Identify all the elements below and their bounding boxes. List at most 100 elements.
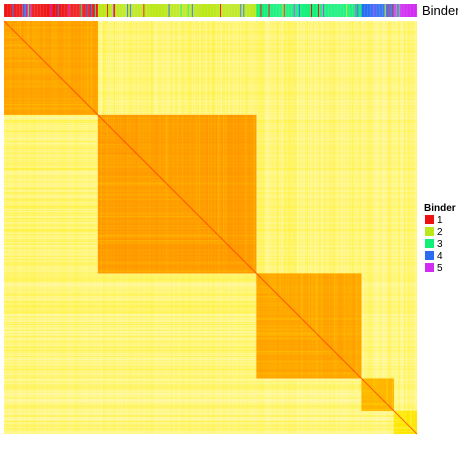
background-row-stripe [4, 343, 417, 345]
cluster-col-stripe [411, 410, 414, 434]
cluster-col-stripe [203, 114, 205, 274]
cluster-col-stripe [357, 273, 359, 379]
background-row-stripe [4, 309, 417, 311]
cluster-col-stripe [240, 114, 242, 274]
cluster-col-stripe [61, 21, 63, 115]
annotation-cell-3 [352, 4, 354, 17]
background-col-stripe [411, 21, 414, 434]
background-row-stripe [4, 22, 417, 24]
background-row-stripe [4, 324, 417, 327]
background-row-stripe [4, 367, 417, 369]
annotation-cell-2 [112, 4, 114, 17]
background-row-stripe [4, 398, 417, 400]
cluster-col-stripe [86, 21, 88, 115]
cluster-col-stripe [415, 410, 418, 434]
background-row-stripe [4, 385, 417, 387]
annotation-cell-3 [302, 4, 304, 17]
background-row-stripe [4, 103, 417, 105]
annotation-cell-3 [329, 4, 331, 17]
cluster-row-stripe [97, 202, 257, 204]
cluster-col-stripe [236, 114, 238, 274]
cluster-row-stripe [97, 248, 257, 250]
cluster-row-stripe [4, 93, 98, 95]
annotation-cell-1 [85, 4, 87, 17]
background-col-stripe [345, 21, 347, 434]
background-row-stripe [4, 338, 417, 340]
background-row-stripe [4, 414, 417, 416]
cluster-col-stripe [84, 21, 86, 115]
annotation-cell-1 [55, 4, 57, 17]
annotation-cell-3 [304, 4, 306, 17]
annotation-cell-1 [19, 4, 21, 17]
annotation-cell-2 [207, 4, 210, 17]
cluster-row-stripe [97, 220, 257, 222]
annotation-cell-2 [217, 4, 219, 17]
cluster-row-stripe [97, 210, 257, 212]
annotation-cell-1 [74, 4, 76, 17]
annotation-cell-2 [102, 4, 105, 17]
cluster-row-stripe [256, 377, 362, 379]
cluster-row-stripe [361, 407, 394, 409]
background-col-stripe [312, 21, 315, 434]
cluster-row-stripe [97, 241, 257, 243]
background-col-stripe [267, 21, 269, 434]
cluster-col-stripe [205, 114, 208, 274]
annotation-cell-2 [173, 4, 175, 17]
background-row-stripe [4, 359, 417, 361]
background-row-stripe [4, 336, 417, 338]
background-col-stripe [292, 21, 294, 434]
cluster-row-stripe [4, 100, 98, 102]
annotation-cell-4 [374, 4, 376, 17]
cluster-row-stripe [4, 96, 98, 98]
background-col-stripe [293, 21, 295, 434]
background-col-stripe [351, 21, 353, 434]
background-row-stripe [4, 280, 417, 282]
cluster-col-stripe [343, 273, 345, 379]
annotation-cell-1 [76, 4, 78, 17]
cluster-row-stripe [256, 356, 362, 358]
cluster-row-stripe [4, 113, 98, 115]
background-row-stripe [4, 308, 417, 310]
background-col-stripe [271, 21, 273, 434]
background-row-stripe [4, 64, 417, 66]
background-col-stripe [338, 21, 340, 434]
heatmap-matrix [3, 20, 418, 435]
annotation-cell-1 [65, 4, 67, 17]
annotation-cell-1 [62, 4, 64, 17]
annotation-cell-5 [323, 4, 325, 17]
cluster-row-stripe [256, 331, 362, 333]
annotation-cell-2 [162, 4, 164, 17]
legend-label-2: 2 [437, 227, 443, 238]
background-row-stripe [4, 299, 417, 301]
cluster-col-stripe [335, 273, 337, 379]
annotation-cell-2 [150, 4, 152, 17]
cluster-col-stripe [187, 114, 189, 274]
cluster-row-stripe [97, 240, 257, 242]
cluster-col-stripe [389, 378, 391, 411]
annotation-cell-2 [109, 4, 111, 17]
background-row-stripe [4, 422, 417, 424]
background-row-stripe [4, 404, 417, 406]
annotation-cell-2 [145, 4, 147, 17]
annotation-cell-3 [277, 4, 279, 17]
annotation-cell-1 [46, 4, 48, 17]
cluster-col-stripe [56, 21, 58, 115]
annotation-cell-3 [297, 4, 299, 17]
annotation-cell-2 [160, 4, 162, 17]
cluster-row-stripe [4, 105, 98, 107]
annotation-cell-1 [41, 4, 43, 17]
annotation-cell-4 [363, 4, 365, 17]
background-col-stripe [335, 21, 337, 434]
annotation-cell-3 [256, 4, 258, 17]
background-row-stripe [4, 337, 417, 339]
cluster-col-stripe [217, 114, 219, 274]
cluster-col-stripe [226, 114, 228, 274]
cluster-col-stripe [209, 114, 212, 274]
background-row-stripe [4, 304, 417, 306]
annotation-cell-1 [39, 4, 41, 17]
annotation-cell-3 [316, 4, 318, 17]
annotation-cell-2 [225, 4, 227, 17]
cluster-row-stripe [97, 231, 257, 233]
background-col-stripe [291, 21, 293, 434]
annotation-cell-3 [306, 4, 308, 17]
